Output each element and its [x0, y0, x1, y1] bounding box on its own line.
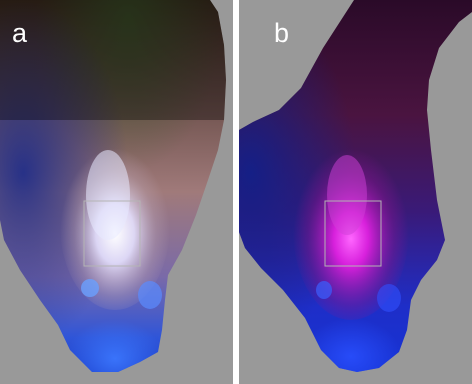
- panel-b-label: b: [274, 18, 290, 48]
- panel-a-roi-box: [83, 200, 141, 267]
- panel-a-tissue: [0, 0, 226, 372]
- panel-a-image: [0, 0, 233, 384]
- panel-b-image: [239, 0, 472, 384]
- panel-a-label: a: [12, 18, 28, 48]
- panel-b: b: [239, 0, 472, 384]
- panel-a: a: [0, 0, 233, 384]
- panel-b-roi-box: [324, 200, 382, 267]
